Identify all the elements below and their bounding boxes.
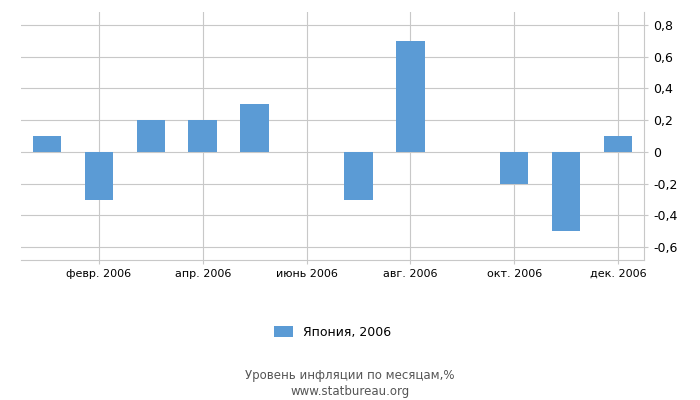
Bar — [136, 120, 165, 152]
Bar — [344, 152, 372, 200]
Legend: Япония, 2006: Япония, 2006 — [269, 321, 396, 344]
Text: Уровень инфляции по месяцам,%: Уровень инфляции по месяцам,% — [245, 370, 455, 382]
Bar — [500, 152, 528, 184]
Bar — [85, 152, 113, 200]
Bar — [604, 136, 632, 152]
Text: www.statbureau.org: www.statbureau.org — [290, 386, 410, 398]
Bar — [552, 152, 580, 231]
Bar — [396, 41, 425, 152]
Bar — [188, 120, 217, 152]
Bar — [33, 136, 61, 152]
Bar — [240, 104, 269, 152]
